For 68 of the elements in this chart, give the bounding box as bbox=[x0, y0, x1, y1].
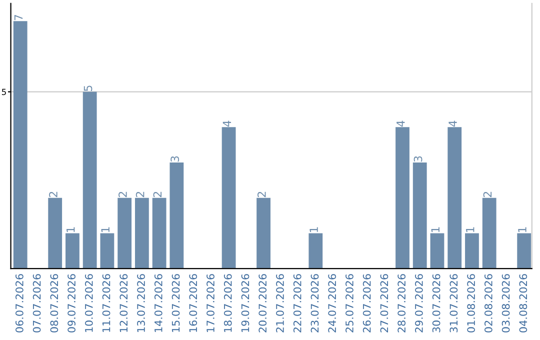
x-tick-label: 23.07.2026 bbox=[310, 274, 319, 332]
x-tick-label: 25.07.2026 bbox=[346, 274, 354, 332]
x-tick-label: 28.07.2026 bbox=[398, 274, 406, 332]
bar bbox=[308, 233, 323, 269]
x-tick-label: 27.07.2026 bbox=[380, 274, 388, 332]
data-label: 1 bbox=[101, 227, 110, 232]
x-tick-label: 24.07.2026 bbox=[328, 274, 336, 332]
x-tick-label: 20.07.2026 bbox=[258, 274, 267, 332]
x-tick-label: 31.07.2026 bbox=[450, 274, 458, 332]
bar bbox=[412, 162, 427, 269]
x-tick-label: 01.08.2026 bbox=[467, 274, 475, 332]
data-label: 2 bbox=[136, 192, 144, 198]
x-tick-label: 18.07.2026 bbox=[224, 274, 232, 332]
data-label: 4 bbox=[448, 120, 457, 127]
data-label: 5 bbox=[84, 86, 92, 91]
x-tick-label: 17.07.2026 bbox=[206, 274, 214, 332]
data-label: 1 bbox=[431, 227, 440, 232]
data-label: 3 bbox=[170, 156, 180, 162]
x-tick-label: 19.07.2026 bbox=[241, 274, 250, 332]
bar bbox=[134, 198, 149, 269]
bar bbox=[517, 233, 532, 269]
bar bbox=[48, 198, 62, 269]
data-label: 1 bbox=[66, 227, 75, 232]
bar bbox=[256, 198, 270, 269]
x-tick-label: 12.07.2026 bbox=[120, 274, 128, 332]
data-label: 7 bbox=[14, 14, 23, 20]
data-label: 3 bbox=[414, 156, 422, 162]
data-label: 4 bbox=[396, 120, 405, 127]
x-tick-label: 03.08.2026 bbox=[502, 274, 510, 332]
x-tick-label: 15.07.2026 bbox=[172, 274, 180, 332]
bar bbox=[152, 198, 166, 269]
x-tick-label: 14.07.2026 bbox=[154, 274, 162, 332]
x-tick-label: 02.08.2026 bbox=[484, 274, 492, 332]
data-label: 2 bbox=[118, 192, 127, 198]
bar bbox=[396, 127, 410, 269]
x-tick-label: 10.07.2026 bbox=[84, 274, 93, 332]
x-tick-label: 26.07.2026 bbox=[362, 274, 371, 332]
bar bbox=[170, 162, 184, 269]
data-label: 2 bbox=[49, 192, 58, 198]
x-tick-label: 29.07.2026 bbox=[415, 274, 423, 332]
bar bbox=[465, 233, 479, 269]
bar bbox=[118, 198, 132, 269]
bar bbox=[448, 127, 462, 269]
x-tick-label: 09.07.2026 bbox=[68, 274, 76, 332]
x-tick-label: 22.07.2026 bbox=[293, 274, 302, 332]
data-label: 2 bbox=[257, 192, 266, 198]
x-tick-label: 13.07.2026 bbox=[137, 274, 145, 332]
data-label: 1 bbox=[466, 227, 474, 232]
data-label: 1 bbox=[310, 227, 318, 232]
x-tick-label: 07.07.2026 bbox=[32, 274, 41, 332]
bar bbox=[100, 233, 114, 269]
x-tick-label: 11.07.2026 bbox=[102, 274, 110, 332]
data-label: 2 bbox=[153, 192, 162, 198]
x-tick-label: 08.07.2026 bbox=[50, 274, 58, 332]
x-tick-label: 06.07.2026 bbox=[15, 274, 24, 332]
bar bbox=[222, 127, 236, 269]
bar bbox=[13, 21, 28, 269]
x-tick-label: 04.08.2026 bbox=[519, 274, 528, 332]
x-tick-label: 21.07.2026 bbox=[276, 274, 284, 332]
bar bbox=[66, 233, 80, 269]
data-label: 2 bbox=[483, 192, 492, 198]
x-tick-label: 16.07.2026 bbox=[189, 274, 198, 332]
data-label: 1 bbox=[518, 227, 526, 232]
bar bbox=[482, 198, 496, 269]
data-label: 4 bbox=[222, 120, 231, 127]
bar bbox=[430, 233, 444, 269]
x-tick-label: 30.07.2026 bbox=[432, 274, 440, 332]
bar bbox=[82, 92, 97, 269]
